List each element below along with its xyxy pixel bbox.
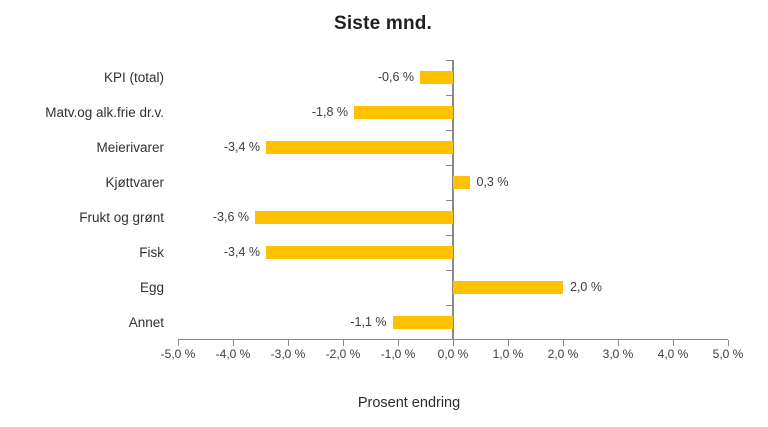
- x-axis-tick: [727, 340, 729, 346]
- category-label: Frukt og grønt: [79, 210, 164, 225]
- bar-value-label: -3,6 %: [212, 210, 249, 224]
- x-axis-tick: [672, 340, 674, 346]
- x-tick-label: 2,0 %: [547, 347, 579, 361]
- category-axis-tick: [445, 60, 452, 61]
- x-axis-tick: [177, 340, 179, 346]
- x-axis-tick: [617, 340, 619, 346]
- bar-3: [266, 141, 453, 154]
- bar-value-label: -1,1 %: [350, 315, 387, 329]
- bar-6: [266, 246, 453, 259]
- x-axis-tick: [562, 340, 564, 346]
- category-label: Annet: [128, 315, 164, 330]
- x-axis-tick: [452, 340, 454, 346]
- bar-value-label: -3,4 %: [223, 245, 260, 259]
- x-tick-label: 4,0 %: [657, 347, 689, 361]
- category-axis-tick: [445, 270, 452, 271]
- category-axis-tick: [445, 130, 452, 131]
- plot-area: -0,6 % -1,8 % -3,4 % 0,3 % -3,6 % -3,4 % 2,0 %…: [177, 60, 729, 346]
- x-tick-label: -5,0 %: [160, 347, 196, 361]
- x-tick-label: 0,0 %: [437, 347, 469, 361]
- x-axis-tick: [397, 340, 399, 346]
- category-label: Fisk: [139, 245, 164, 260]
- x-tick-label: -2,0 %: [325, 347, 361, 361]
- category-axis-line: [451, 60, 454, 340]
- x-tick-label: -1,0 %: [380, 347, 416, 361]
- category-label: Egg: [139, 280, 164, 295]
- bar-2: [354, 106, 453, 119]
- category-axis-labels: KPI (total) Matv.og alk.frie dr.v. Meieriv…: [0, 60, 164, 340]
- bar-value-label: -3,4 %: [223, 140, 260, 154]
- x-axis-line: [178, 339, 728, 340]
- x-tick-label: 5,0 %: [712, 347, 744, 361]
- category-axis-tick: [445, 165, 452, 166]
- category-axis-tick: [445, 305, 452, 306]
- x-axis-tick: [287, 340, 289, 346]
- x-tick-label: -3,0 %: [270, 347, 306, 361]
- bar-value-label: 0,3 %: [476, 175, 509, 189]
- category-axis-tick: [445, 95, 452, 96]
- x-axis-tick: [342, 340, 344, 346]
- chart-title: Siste mnd.: [333, 13, 433, 34]
- category-label: Kjøttvarer: [105, 175, 164, 190]
- bar-5: [255, 211, 453, 224]
- category-label: KPI (total): [103, 70, 164, 85]
- x-tick-label: 3,0 %: [602, 347, 634, 361]
- category-axis-tick: [445, 235, 452, 236]
- bar-7: [453, 281, 563, 294]
- bar-1: [420, 71, 453, 84]
- category-axis-tick: [445, 200, 452, 201]
- bar-value-label: -1,8 %: [311, 105, 348, 119]
- bar-4: [453, 176, 470, 189]
- x-axis-title: Prosent endring: [357, 395, 461, 411]
- category-label: Meierivarer: [96, 140, 164, 155]
- x-tick-label: -4,0 %: [215, 347, 251, 361]
- x-axis-tick: [507, 340, 509, 346]
- x-axis-tick: [232, 340, 234, 346]
- category-label: Matv.og alk.frie dr.v.: [45, 105, 164, 120]
- bar-value-label: -0,6 %: [377, 70, 414, 84]
- bar-value-label: 2,0 %: [570, 280, 602, 294]
- bar-8: [392, 316, 453, 329]
- x-tick-label: 1,0 %: [492, 347, 524, 361]
